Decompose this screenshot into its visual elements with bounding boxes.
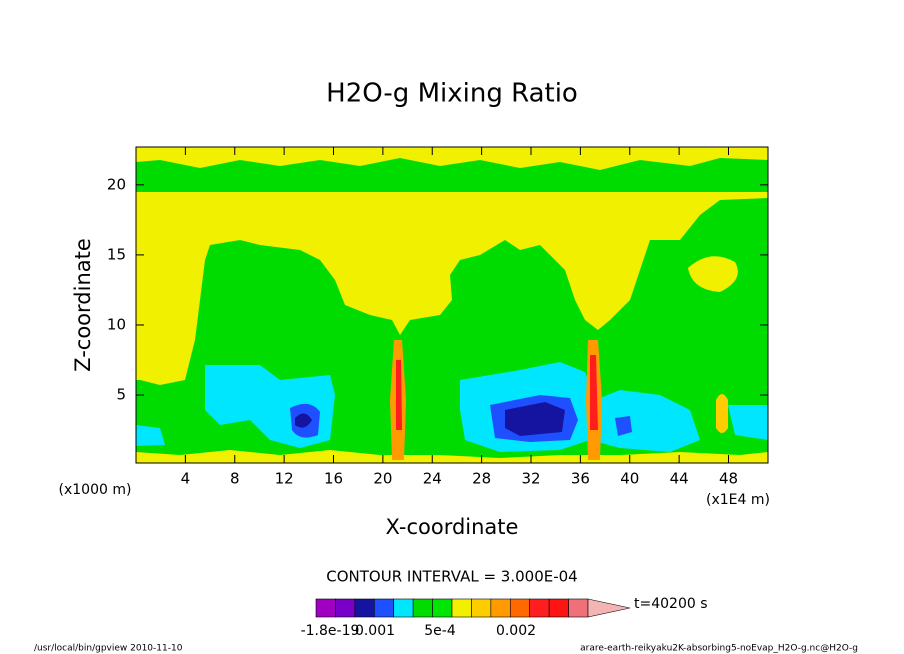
x-tick-label: 16: [324, 470, 343, 488]
x-tick-label: 24: [423, 470, 442, 488]
colorbar-label: -1.8e-19: [301, 623, 360, 639]
colorbar-box: [529, 598, 550, 618]
colorbar-box: [393, 598, 414, 618]
y-tick-label: 15: [107, 245, 126, 263]
colorbar-box: [354, 598, 375, 618]
colorbar-box: [490, 598, 511, 618]
colorbar-box: [335, 598, 356, 618]
x-tick-label: 28: [472, 470, 491, 488]
time-label: t=40200 s: [634, 596, 708, 612]
colorbar-box: [432, 598, 453, 618]
colorbar-box: [509, 598, 531, 618]
y-axis-label: Z-coordinate: [71, 238, 95, 372]
colorbar-arrow: [587, 598, 631, 618]
x-tick-label: 48: [719, 470, 738, 488]
x-tick-label: 8: [230, 470, 240, 488]
chart-title: H2O-g Mixing Ratio: [326, 79, 578, 109]
x-tick-label: 4: [181, 470, 191, 488]
footer-right: arare-earth-reikyaku2K-absorbing5-noEvap…: [580, 644, 858, 654]
colorbar-label: 0.001: [355, 623, 395, 639]
colorbar-box: [471, 598, 492, 618]
colorbar-label: 5e-4: [424, 623, 456, 639]
contour-field: [136, 147, 768, 463]
x-unit-label: (x1E4 m): [706, 492, 770, 508]
footer-left: /usr/local/bin/gpview 2010-11-10: [34, 644, 183, 654]
y-tick-label: 20: [107, 175, 126, 193]
x-tick-label: 32: [521, 470, 540, 488]
y-tick-label: 5: [116, 386, 126, 404]
colorbar-box: [451, 598, 472, 618]
y-unit-label: (x1000 m): [59, 482, 132, 498]
colorbar-box: [373, 598, 395, 618]
x-tick-label: 20: [373, 470, 392, 488]
colorbar-box: [548, 598, 569, 618]
colorbar-label: 0.002: [496, 623, 536, 639]
y-tick-label: 10: [107, 315, 126, 333]
colorbar-box: [412, 598, 433, 618]
colorbar-box: [315, 598, 336, 618]
x-axis-label: X-coordinate: [386, 515, 519, 539]
x-tick-label: 36: [571, 470, 590, 488]
colorbar-box: [568, 598, 589, 618]
plot-frame: [135, 146, 769, 464]
contour-interval: CONTOUR INTERVAL = 3.000E-04: [326, 568, 577, 586]
x-tick-label: 12: [275, 470, 294, 488]
x-tick-label: 40: [620, 470, 639, 488]
x-tick-label: 44: [670, 470, 689, 488]
